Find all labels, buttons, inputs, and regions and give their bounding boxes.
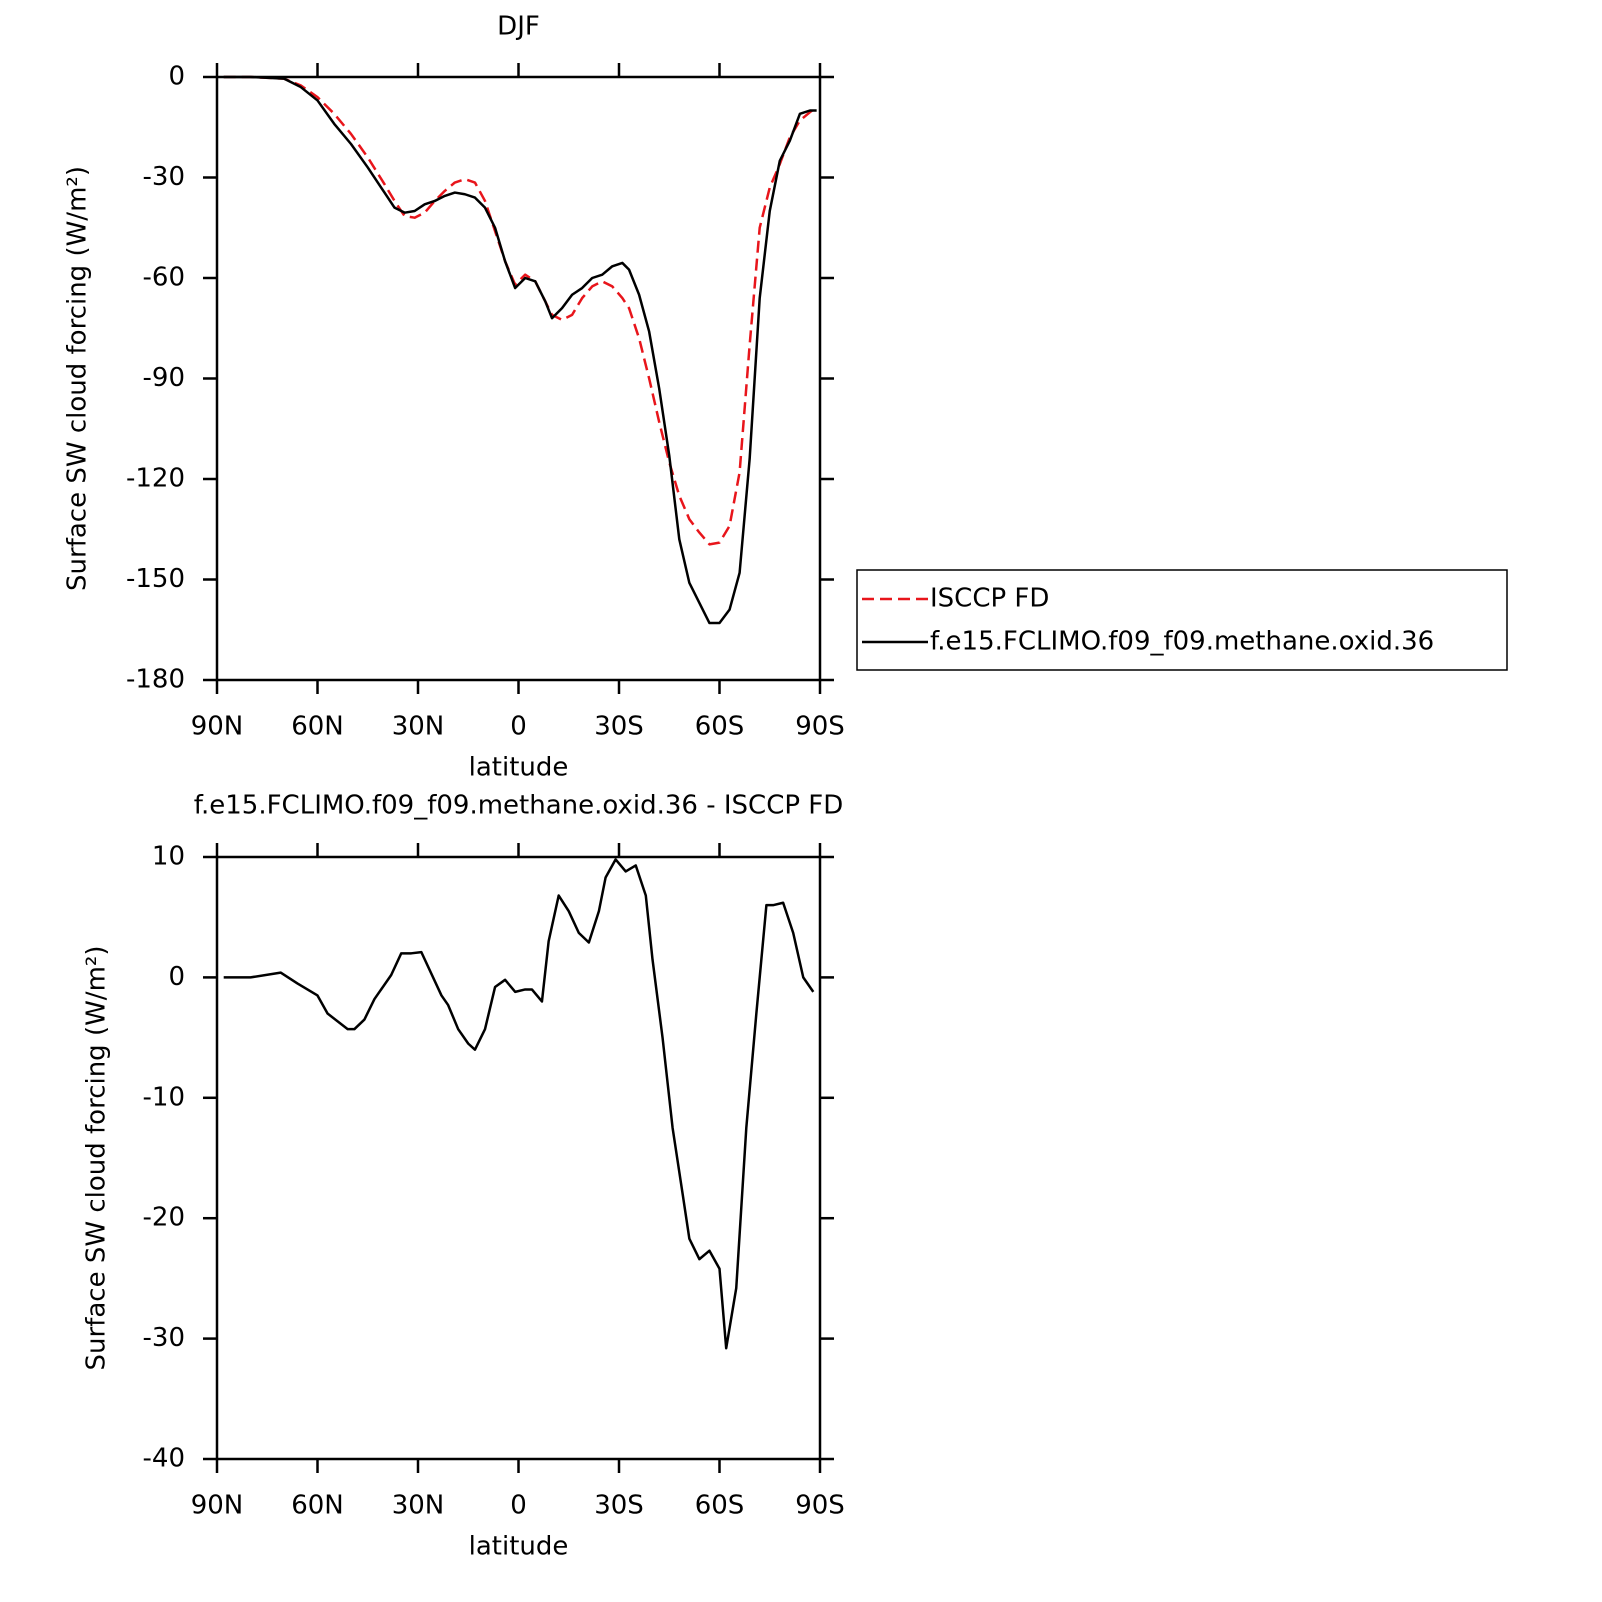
- chart-title: DJF: [497, 12, 540, 42]
- y-tick-label: -90: [143, 363, 185, 393]
- x-tick-label: 30S: [594, 712, 644, 742]
- legend-label: f.e15.FCLIMO.f09_f09.methane.oxid.36: [930, 627, 1434, 657]
- x-tick-label: 90S: [795, 712, 845, 742]
- y-tick-label: -60: [143, 263, 185, 293]
- y-tick-label: 0: [168, 962, 185, 992]
- y-tick-label: -30: [143, 1323, 185, 1353]
- plot-frame: [215, 855, 822, 1461]
- x-axis-label: latitude: [469, 753, 569, 783]
- x-tick-label: 0: [510, 712, 527, 742]
- x-tick-label: 90N: [191, 712, 244, 742]
- x-tick-label: 30N: [392, 712, 445, 742]
- y-tick-label: -150: [126, 564, 185, 594]
- y-tick-label: -30: [143, 162, 185, 192]
- y-tick-label: -40: [143, 1444, 185, 1474]
- x-axis-label: latitude: [469, 1532, 569, 1562]
- y-axis-label: Surface SW cloud forcing (W/m²): [82, 946, 112, 1371]
- data-line: [223, 858, 815, 1350]
- data-line: [223, 75, 818, 546]
- x-tick-label: 60N: [291, 1491, 344, 1521]
- y-tick-label: -120: [126, 464, 185, 494]
- legend-box: [856, 569, 1508, 671]
- y-tick-label: 0: [168, 62, 185, 92]
- x-tick-label: 60S: [695, 1491, 745, 1521]
- legend: ISCCP FD f.e15.FCLIMO.f09_f09.methane.oxi…: [856, 569, 1508, 671]
- x-tick-label: 30N: [392, 1491, 445, 1521]
- data-line: [223, 75, 817, 625]
- y-tick-label: -20: [143, 1203, 185, 1233]
- chart-title: f.e15.FCLIMO.f09_f09.methane.oxid.36 - I…: [194, 791, 844, 821]
- plot-frame: [215, 75, 822, 682]
- x-tick-label: 60N: [291, 712, 344, 742]
- y-tick-label: -10: [143, 1082, 185, 1112]
- x-tick-label: 30S: [594, 1491, 644, 1521]
- y-tick-label: 10: [152, 842, 185, 872]
- legend-label: ISCCP FD: [930, 584, 1049, 614]
- x-tick-label: 0: [510, 1491, 527, 1521]
- x-tick-label: 90N: [191, 1491, 244, 1521]
- y-axis-label: Surface SW cloud forcing (W/m²): [63, 166, 93, 591]
- y-tick-label: -180: [126, 665, 185, 695]
- x-tick-label: 90S: [795, 1491, 845, 1521]
- x-tick-label: 60S: [695, 712, 745, 742]
